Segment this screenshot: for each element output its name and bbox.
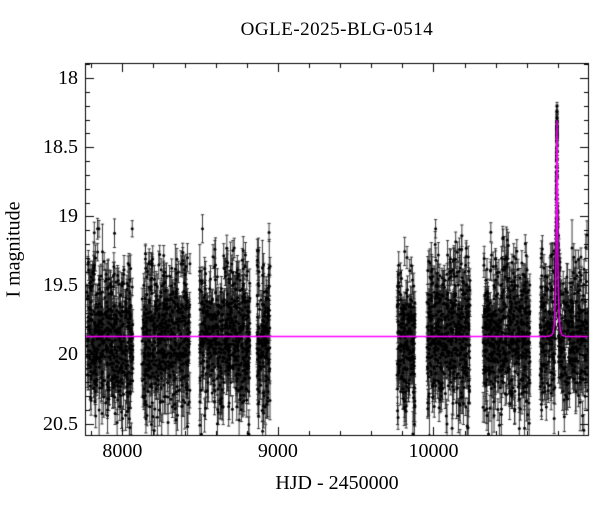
y-tick-label: 19.5	[43, 274, 78, 297]
y-tick-label: 20	[58, 343, 78, 366]
x-tick-label: 9000	[257, 440, 298, 462]
y-tick-label: 19	[58, 205, 78, 228]
y-tick-label: 20.5	[43, 412, 78, 435]
x-tick-label: 8000	[102, 440, 143, 462]
y-tick-label: 18	[58, 67, 78, 90]
x-axis-label: HJD - 2450000	[275, 472, 399, 494]
chart-title: OGLE-2025-BLG-0514	[240, 19, 434, 40]
x-tick-label: 10000	[408, 440, 459, 462]
y-tick-label: 18.5	[43, 136, 78, 159]
